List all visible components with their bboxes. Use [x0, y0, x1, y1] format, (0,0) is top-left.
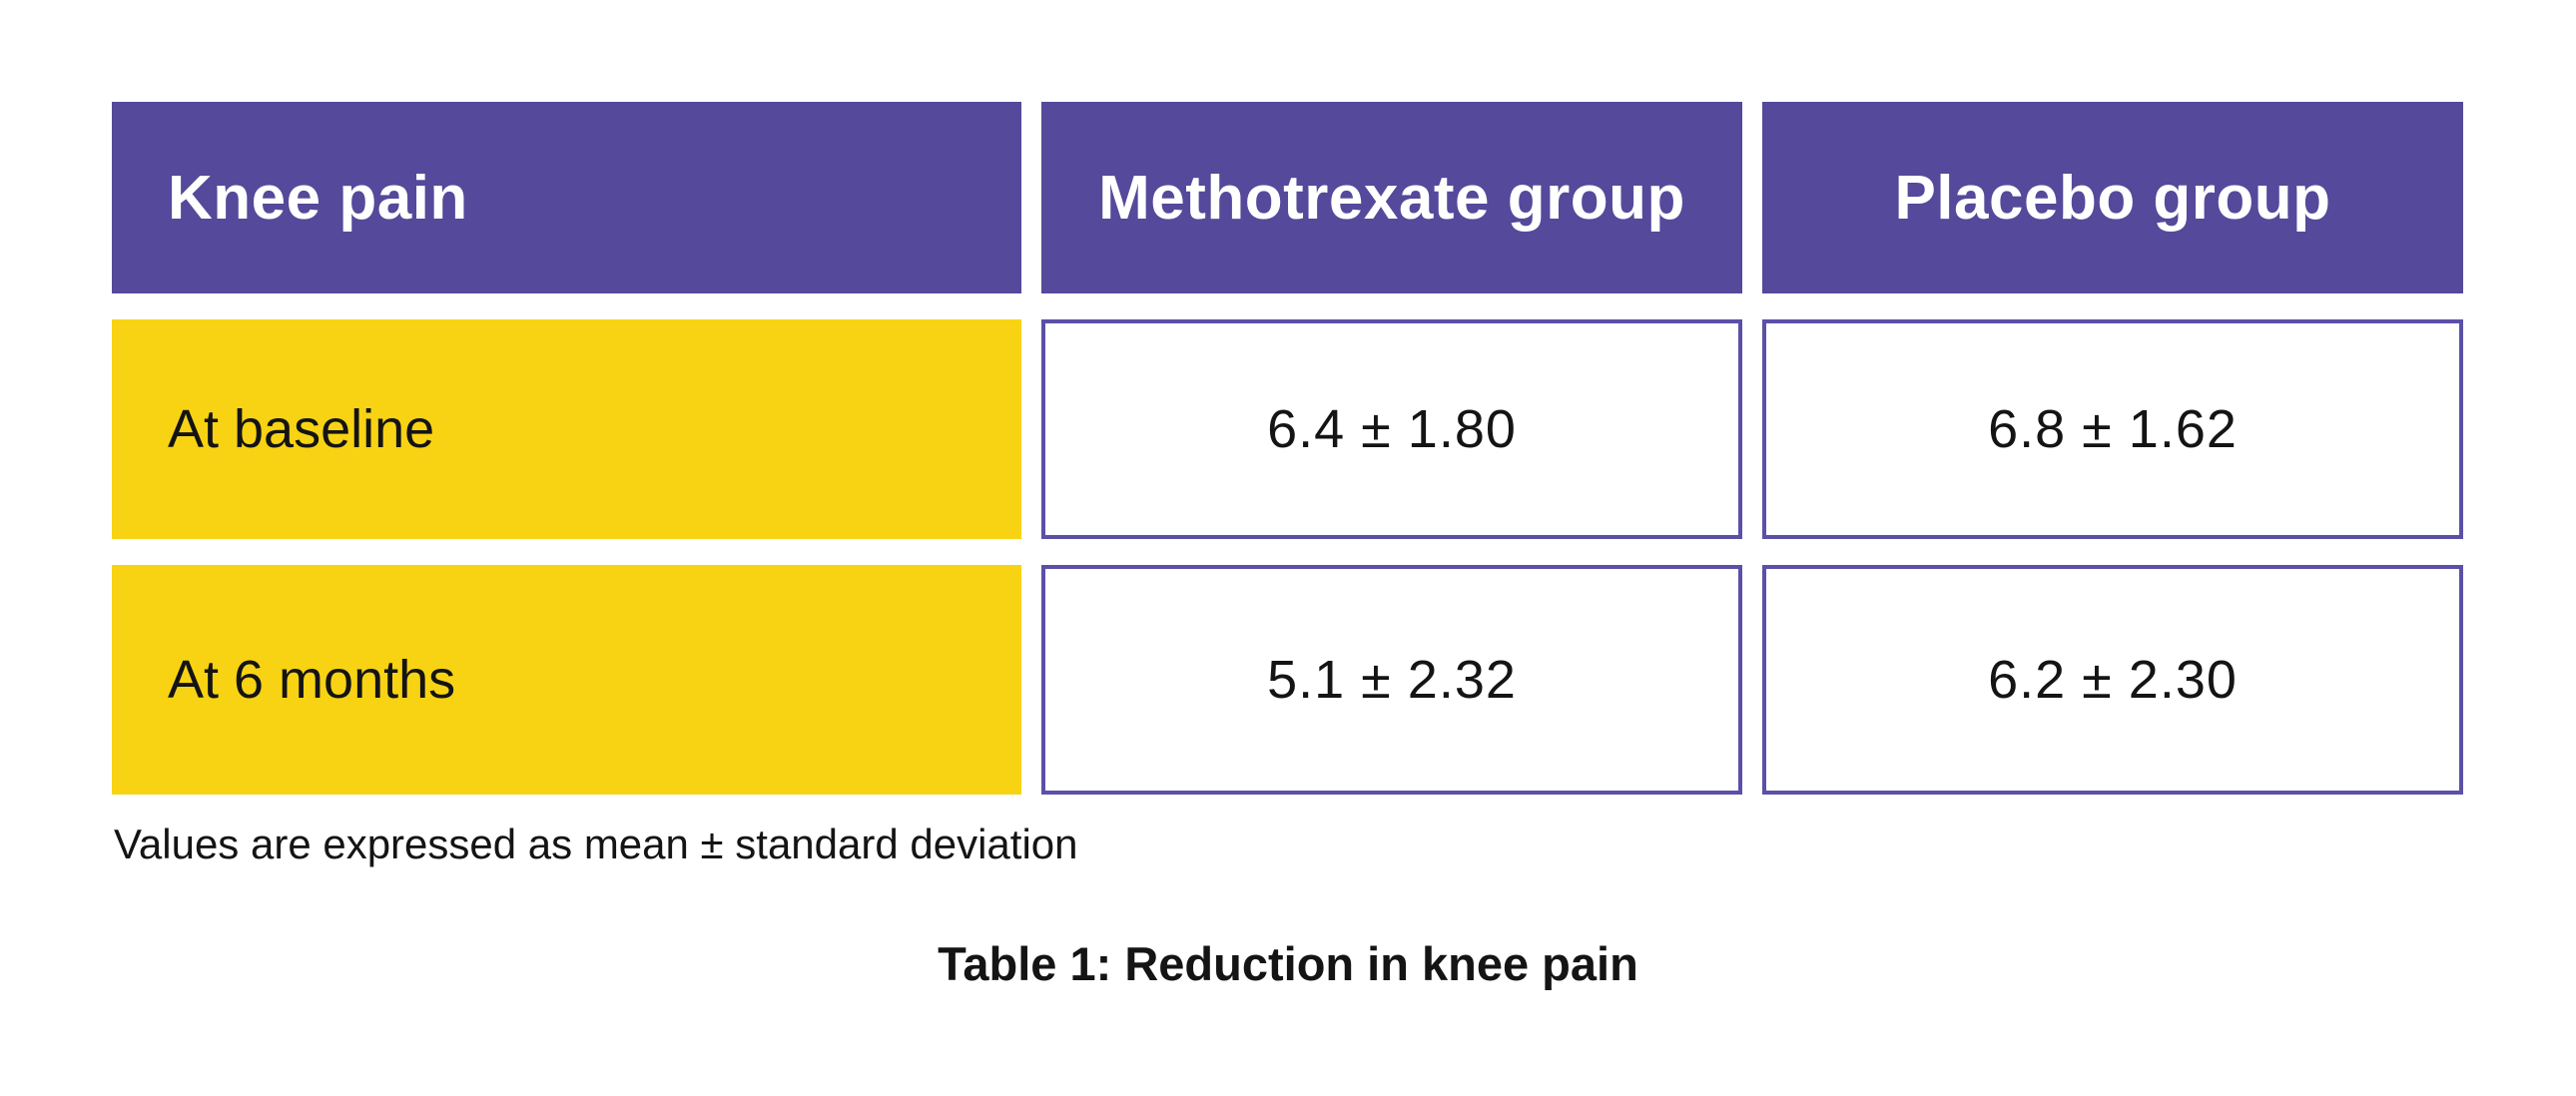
- table-caption: Table 1: Reduction in knee pain: [938, 937, 1638, 990]
- value-baseline-placebo: 6.8 ± 1.62: [1762, 319, 2463, 539]
- value-6-months-methotrexate: 5.1 ± 2.32: [1041, 565, 1742, 795]
- header-cell-placebo-group: Placebo group: [1762, 102, 2463, 293]
- header-cell-methotrexate-group: Methotrexate group: [1041, 102, 1742, 293]
- row-label-at-baseline: At baseline: [112, 319, 1021, 539]
- table-footnote: Values are expressed as mean ± standard …: [114, 821, 1078, 867]
- value-baseline-methotrexate: 6.4 ± 1.80: [1041, 319, 1742, 539]
- value-6-months-placebo: 6.2 ± 2.30: [1762, 565, 2463, 795]
- header-cell-knee-pain: Knee pain: [112, 102, 1021, 293]
- row-label-at-6-months: At 6 months: [112, 565, 1021, 795]
- knee-pain-table: Knee pain Methotrexate group Placebo gro…: [112, 102, 2463, 795]
